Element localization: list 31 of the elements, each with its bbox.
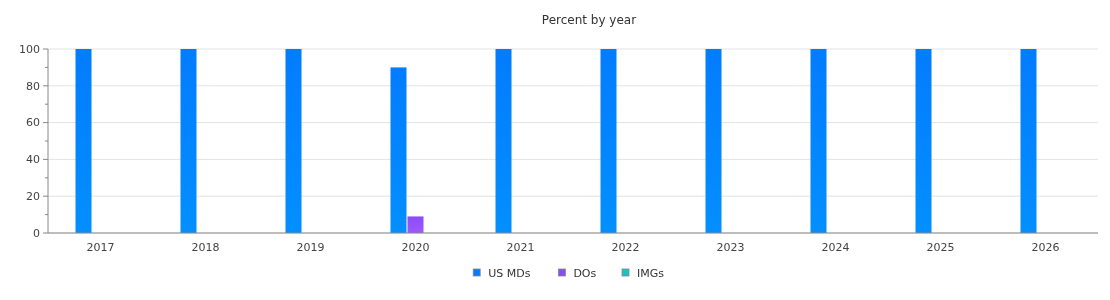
y-tick-label: 80 <box>26 79 40 93</box>
x-tick-label: 2022 <box>611 241 640 254</box>
bar <box>600 49 617 233</box>
chart-title: Percent by year <box>541 13 637 27</box>
x-tick-label: 2024 <box>821 241 850 254</box>
x-tick-label: 2020 <box>401 241 430 254</box>
legend-label: IMGs <box>637 266 665 280</box>
bar <box>180 49 197 233</box>
y-tick-label: 60 <box>26 116 40 130</box>
bar <box>705 49 722 233</box>
x-tick-label: 2019 <box>296 241 325 254</box>
x-tick-label: 2023 <box>716 241 745 254</box>
y-tick-label: 100 <box>19 42 40 56</box>
y-tick-label: 0 <box>33 226 40 240</box>
bar <box>75 49 92 233</box>
bar <box>915 49 932 233</box>
x-tick-label: 2025 <box>926 241 955 254</box>
bar <box>285 49 302 233</box>
x-tick-label: 2026 <box>1031 241 1060 254</box>
x-tick-label: 2018 <box>191 241 220 254</box>
bar <box>495 49 512 233</box>
y-tick-label: 40 <box>26 153 40 167</box>
bar <box>407 216 424 233</box>
x-tick-label: 2017 <box>86 241 115 254</box>
legend-label: DOs <box>573 266 597 280</box>
legend-label: US MDs <box>488 266 531 280</box>
y-tick-label: 20 <box>26 190 40 204</box>
bar <box>1020 49 1037 233</box>
bar <box>810 49 827 233</box>
x-tick-label: 2021 <box>506 241 535 254</box>
bar <box>390 67 407 233</box>
